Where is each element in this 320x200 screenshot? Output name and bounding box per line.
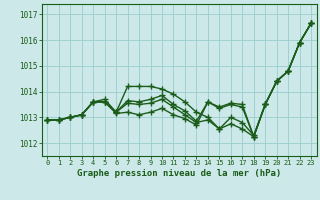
X-axis label: Graphe pression niveau de la mer (hPa): Graphe pression niveau de la mer (hPa) [77,169,281,178]
